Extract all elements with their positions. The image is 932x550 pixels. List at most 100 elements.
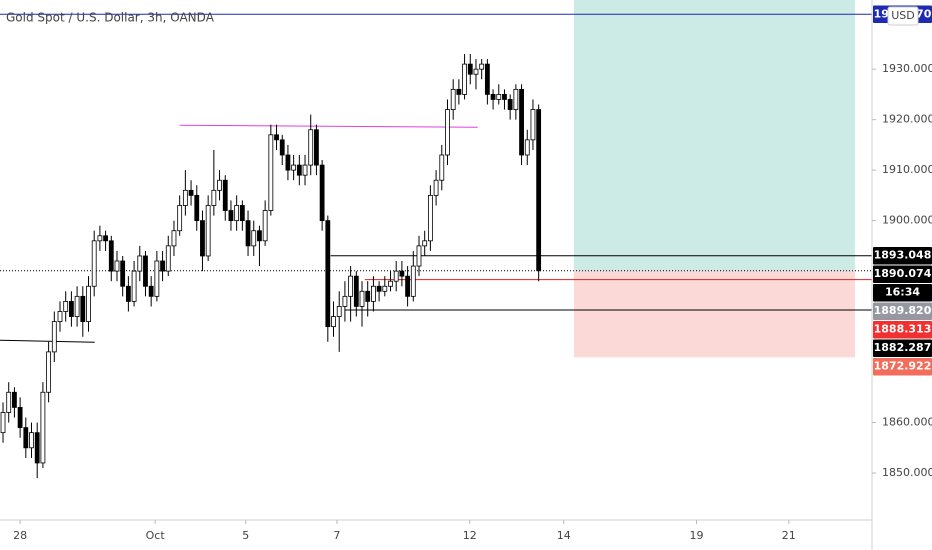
candle-body — [200, 220, 205, 257]
candle-body — [251, 230, 257, 247]
candle-body — [68, 300, 74, 317]
candle-body — [23, 427, 29, 449]
candle-body — [319, 164, 325, 222]
candle-body — [450, 88, 456, 110]
candle-body — [433, 179, 439, 196]
candle-body — [205, 205, 211, 257]
candle-body — [296, 164, 302, 176]
candle-body — [103, 235, 108, 242]
price-label-box — [873, 357, 932, 376]
candle-body — [91, 240, 97, 287]
price-label: 1889.820 — [874, 304, 932, 317]
candle-body — [467, 63, 473, 75]
chart-title: Gold Spot / U.S. Dollar, 3h, OANDA — [6, 11, 215, 25]
price-label: 1888.313 — [874, 323, 932, 336]
candle-body — [291, 164, 297, 171]
candle-body — [410, 265, 416, 297]
candle-body — [86, 285, 91, 322]
candle-body — [182, 189, 188, 206]
candle-body — [217, 179, 222, 191]
candle-body — [502, 94, 507, 100]
candle-body — [245, 220, 251, 247]
candle-body — [530, 109, 536, 141]
horizontal-line — [0, 339, 95, 343]
price-label-box — [873, 246, 932, 265]
candle-body — [427, 194, 433, 242]
candle-body — [513, 88, 519, 110]
candle-body — [46, 351, 52, 393]
x-tick-label: 5 — [242, 529, 249, 542]
candle-body — [137, 255, 143, 272]
candle-body — [211, 189, 217, 206]
candle-body — [314, 129, 319, 166]
candle-body — [188, 189, 194, 196]
price-label: 1882.287 — [874, 341, 932, 354]
candle-body — [422, 240, 428, 247]
candle-body — [177, 205, 183, 232]
price-label: 1893.048 — [874, 249, 932, 262]
currency-badge: USD — [891, 9, 915, 22]
candle-body — [336, 306, 342, 317]
candle-body — [416, 245, 422, 267]
candle-body — [456, 88, 462, 95]
candle-body — [439, 154, 445, 181]
x-tick-label: 14 — [557, 529, 571, 542]
candle-body — [348, 275, 354, 297]
candle-body — [171, 230, 177, 247]
candle-body — [484, 63, 490, 95]
candle-body — [536, 109, 542, 272]
candle-body — [524, 139, 530, 156]
candle-body — [17, 407, 23, 429]
y-tick-label: 1860.000 — [882, 416, 932, 429]
candle-body — [365, 290, 371, 302]
candle-body — [353, 275, 359, 307]
price-label-box — [873, 320, 932, 339]
plot-area — [0, 0, 872, 479]
overlay: 1940.8701893.0481890.07416:341889.820188… — [873, 5, 932, 376]
candle-body — [302, 164, 308, 176]
candle-body — [125, 285, 131, 302]
price-label: 1872.922 — [874, 360, 932, 373]
candle-body — [388, 280, 393, 287]
candle-body — [382, 285, 388, 292]
candle-body — [274, 134, 279, 141]
candle-body — [479, 63, 485, 70]
candle-body — [239, 205, 245, 222]
candle-body — [331, 316, 336, 328]
candle-body — [160, 260, 165, 272]
candle-body — [519, 88, 524, 156]
candle-body — [371, 285, 376, 302]
candle-body — [507, 99, 513, 110]
candle-body — [131, 270, 137, 302]
candle-body — [29, 432, 34, 449]
candle-body — [0, 412, 6, 434]
candle-body — [51, 321, 57, 353]
currency-badge-box — [887, 6, 919, 26]
candle-body — [40, 391, 46, 464]
candle-body — [285, 154, 291, 171]
candle-body — [473, 68, 479, 75]
x-tick-label: 28 — [13, 529, 27, 542]
candle-body — [57, 311, 63, 322]
candle-body — [154, 260, 160, 297]
price-label-box — [873, 339, 932, 357]
price-label: 1890.074 — [874, 267, 932, 280]
candle-body — [268, 134, 274, 211]
countdown: 16:34 — [885, 286, 920, 299]
candle-body — [399, 270, 405, 277]
candle-body — [376, 285, 382, 292]
candle-body — [342, 295, 348, 307]
candle-body — [165, 245, 171, 272]
position-zone — [573, 0, 855, 271]
candle-body — [228, 210, 234, 222]
y-tick-label: 1910.000 — [882, 163, 932, 176]
candle-body — [222, 179, 228, 211]
x-tick-label: 7 — [333, 529, 340, 542]
candle-body — [114, 260, 120, 272]
candle-body — [148, 285, 154, 297]
x-tick-label: 12 — [463, 529, 477, 542]
candle-body — [120, 260, 126, 287]
candle-body — [74, 295, 80, 317]
candle-body — [496, 94, 502, 100]
